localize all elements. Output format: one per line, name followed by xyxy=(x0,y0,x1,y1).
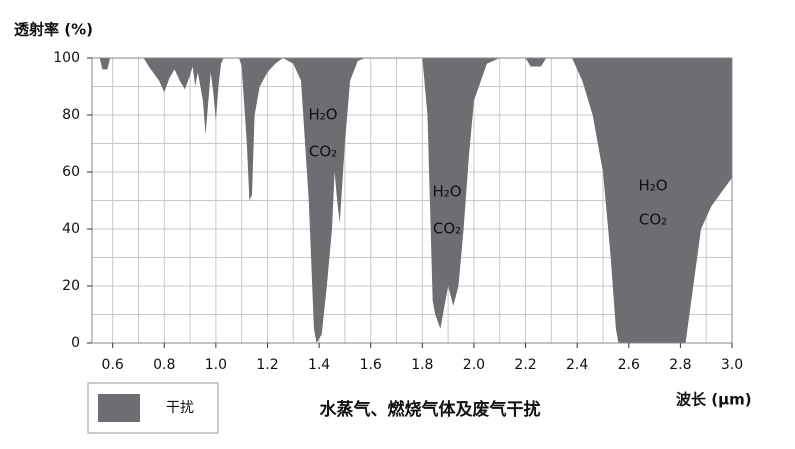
annotation: CO₂ xyxy=(639,211,667,229)
annotation: H₂O xyxy=(432,183,461,201)
y-tick-label: 20 xyxy=(62,278,80,294)
plot-border xyxy=(91,57,733,344)
x-tick-label: 1.8 xyxy=(411,357,433,373)
caption: 水蒸气、燃烧气体及废气干扰 xyxy=(320,399,541,420)
x-tick-label: 1.2 xyxy=(256,357,278,373)
y-tick-label: 0 xyxy=(71,335,80,351)
y-tick-label: 40 xyxy=(62,221,80,237)
absorption-area xyxy=(92,58,732,343)
x-tick-label: 1.6 xyxy=(360,357,382,373)
x-tick-label: 1.0 xyxy=(205,357,227,373)
y-axis-label: 透射率 (%) xyxy=(14,21,93,39)
legend-box xyxy=(87,382,219,434)
annotation: H₂O xyxy=(308,106,337,124)
legend-swatch xyxy=(98,394,140,422)
x-tick-label: 0.8 xyxy=(153,357,175,373)
x-tick-label: 3.0 xyxy=(721,357,743,373)
x-tick-label: 2.4 xyxy=(566,357,588,373)
annotation: H₂O xyxy=(638,177,667,195)
legend-label: 干扰 xyxy=(166,400,194,416)
x-tick-label: 2.0 xyxy=(463,357,485,373)
x-tick-label: 2.6 xyxy=(618,357,640,373)
y-tick-label: 100 xyxy=(53,50,80,66)
y-tick-label: 80 xyxy=(62,107,80,123)
y-tick-label: 60 xyxy=(62,164,80,180)
annotation: CO₂ xyxy=(433,220,461,238)
x-tick-label: 1.4 xyxy=(308,357,330,373)
annotation: CO₂ xyxy=(309,143,337,161)
x-tick-label: 0.6 xyxy=(102,357,124,373)
x-tick-label: 2.2 xyxy=(514,357,536,373)
x-axis-label: 波长 (μm) xyxy=(676,391,752,409)
x-tick-label: 2.8 xyxy=(669,357,691,373)
